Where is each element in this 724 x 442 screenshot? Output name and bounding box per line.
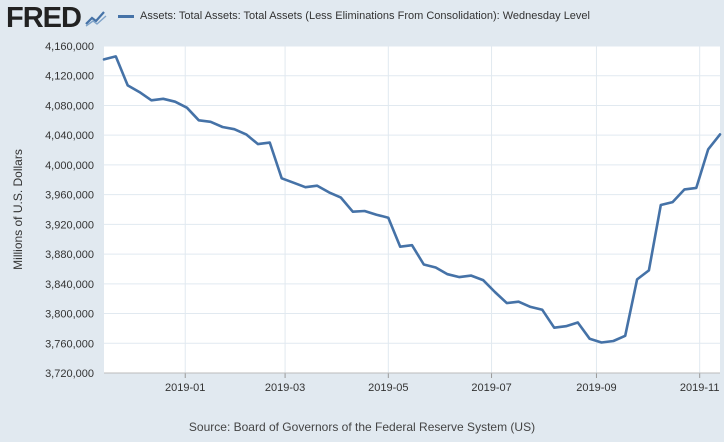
data-point[interactable] xyxy=(372,211,380,219)
data-point[interactable] xyxy=(479,276,487,284)
data-point[interactable] xyxy=(491,288,499,296)
data-point[interactable] xyxy=(396,243,404,251)
data-point[interactable] xyxy=(254,140,262,148)
x-tick-label: 2019-01 xyxy=(165,382,205,394)
data-point[interactable] xyxy=(195,116,203,124)
data-point[interactable] xyxy=(171,98,179,106)
data-point[interactable] xyxy=(692,184,700,192)
header: FRED Assets: Total Assets: Total Assets … xyxy=(0,0,724,36)
data-point[interactable] xyxy=(586,335,594,343)
y-tick-label: 3,840,000 xyxy=(45,279,94,291)
y-tick-label: 3,920,000 xyxy=(45,219,94,231)
data-point[interactable] xyxy=(420,260,428,268)
y-tick-label: 4,160,000 xyxy=(45,41,94,53)
data-point[interactable] xyxy=(136,88,144,96)
data-point[interactable] xyxy=(301,183,309,191)
data-point[interactable] xyxy=(574,318,582,326)
data-point[interactable] xyxy=(325,188,333,196)
data-point[interactable] xyxy=(680,185,688,193)
data-point[interactable] xyxy=(609,337,617,345)
data-point[interactable] xyxy=(503,299,511,307)
x-tick-label: 2019-05 xyxy=(368,382,408,394)
data-point[interactable] xyxy=(100,55,108,63)
data-point[interactable] xyxy=(313,182,321,190)
x-tick-label: 2019-07 xyxy=(471,382,511,394)
x-tick-label: 2019-09 xyxy=(576,382,616,394)
data-point[interactable] xyxy=(290,179,298,187)
data-point[interactable] xyxy=(562,322,570,330)
data-point[interactable] xyxy=(349,208,357,216)
data-point[interactable] xyxy=(278,174,286,182)
data-point[interactable] xyxy=(598,339,606,347)
chart-source: Source: Board of Governors of the Federa… xyxy=(188,420,536,434)
data-point[interactable] xyxy=(361,207,369,215)
data-point[interactable] xyxy=(337,194,345,202)
y-tick-label: 3,880,000 xyxy=(45,249,94,261)
y-tick-label: 3,720,000 xyxy=(45,368,94,380)
logo-text: FRED xyxy=(6,2,82,34)
y-axis-label: Millions of U.S. Dollars xyxy=(11,149,25,270)
data-point[interactable] xyxy=(467,272,475,280)
plot-area xyxy=(104,46,720,373)
legend-label: Assets: Total Assets: Total Assets (Less… xyxy=(140,10,590,22)
data-point[interactable] xyxy=(242,130,250,138)
y-tick-label: 4,120,000 xyxy=(45,71,94,83)
data-point[interactable] xyxy=(207,118,215,126)
data-point[interactable] xyxy=(716,130,724,138)
trend-line-icon xyxy=(83,8,108,28)
y-tick-label: 3,960,000 xyxy=(45,190,94,202)
data-point[interactable] xyxy=(515,298,523,306)
data-point[interactable] xyxy=(526,303,534,311)
data-point[interactable] xyxy=(124,81,132,89)
x-tick-label: 2019-11 xyxy=(680,382,720,394)
data-point[interactable] xyxy=(230,125,238,133)
data-point[interactable] xyxy=(432,263,440,271)
data-point[interactable] xyxy=(704,145,712,153)
y-tick-label: 4,000,000 xyxy=(45,160,94,172)
data-point[interactable] xyxy=(218,123,226,131)
y-tick-label: 4,080,000 xyxy=(45,100,94,112)
data-point[interactable] xyxy=(550,324,558,332)
data-point[interactable] xyxy=(669,198,677,206)
data-point[interactable] xyxy=(657,201,665,209)
y-tick-label: 4,040,000 xyxy=(45,130,94,142)
chart-legend: Assets: Total Assets: Total Assets (Less… xyxy=(118,10,590,22)
data-point[interactable] xyxy=(444,270,452,278)
data-point[interactable] xyxy=(112,52,120,60)
data-point[interactable] xyxy=(266,139,274,147)
data-point[interactable] xyxy=(408,241,416,249)
data-point[interactable] xyxy=(455,273,463,281)
data-point[interactable] xyxy=(384,214,392,222)
fred-logo[interactable]: FRED xyxy=(6,3,108,33)
x-tick-label: 2019-03 xyxy=(265,382,305,394)
data-point[interactable] xyxy=(645,266,653,274)
data-point[interactable] xyxy=(633,275,641,283)
y-tick-label: 3,760,000 xyxy=(45,338,94,350)
data-point[interactable] xyxy=(159,95,167,103)
line-chart: 3,720,000 3,760,000 3,800,000 3,840,000 3,88… xyxy=(11,41,724,394)
legend-swatch xyxy=(118,14,134,18)
data-point[interactable] xyxy=(147,96,155,104)
data-point[interactable] xyxy=(183,104,191,112)
data-point[interactable] xyxy=(538,306,546,314)
series-line xyxy=(102,55,722,344)
y-tick-label: 3,800,000 xyxy=(45,309,94,321)
data-point[interactable] xyxy=(621,332,629,340)
